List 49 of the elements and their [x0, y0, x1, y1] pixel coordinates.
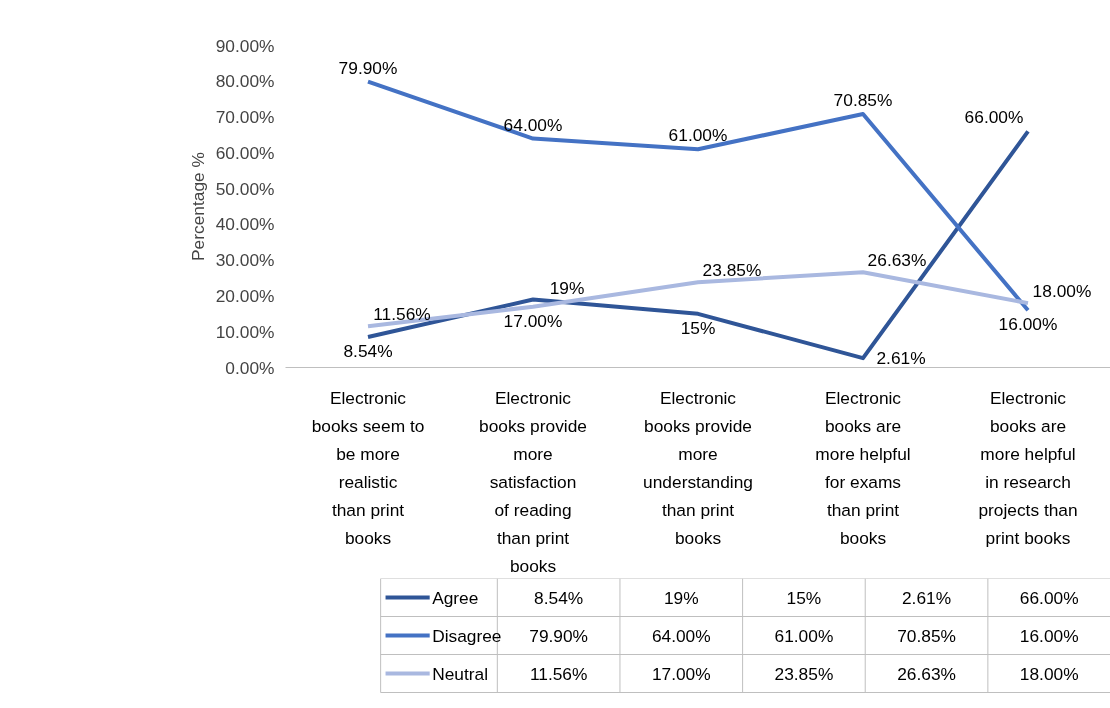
data-label: 2.61% — [876, 348, 926, 369]
text: 23.85% — [774, 663, 834, 684]
data-label: 18.00% — [1032, 281, 1092, 302]
y-tick-label: 90.00% — [215, 35, 275, 56]
y-tick-label: 40.00% — [215, 214, 275, 235]
legend-label: Agree — [432, 587, 479, 608]
text: 2.61% — [901, 587, 952, 608]
y-tick-label: 80.00% — [215, 71, 275, 92]
data-label: 66.00% — [964, 107, 1024, 128]
data-label: 19% — [549, 277, 585, 298]
y-tick-label: 60.00% — [215, 142, 275, 163]
data-label: 17.00% — [503, 310, 563, 331]
x-tick-label: Electronic books provide more satisfaction of reading than print books — [479, 387, 587, 576]
text: 8.54% — [534, 587, 584, 608]
text: 64.00% — [651, 625, 711, 646]
y-tick-label: 30.00% — [215, 250, 275, 271]
text: 66.00% — [1019, 587, 1079, 608]
data-label: 61.00% — [668, 125, 728, 146]
data-label: 23.85% — [702, 260, 762, 281]
data-label: 79.90% — [338, 57, 398, 78]
text: 19% — [663, 587, 699, 608]
legend-label: Disagree — [432, 625, 502, 646]
data-label: 8.54% — [343, 340, 393, 361]
x-tick-label: Electronic books are more helpful in research projects than print books — [978, 387, 1078, 548]
data-label: 64.00% — [503, 114, 563, 135]
legend-label: Neutral — [432, 663, 489, 684]
y-axis-title: Percentage % — [187, 152, 208, 261]
text: 18.00% — [1019, 663, 1079, 684]
data-label: 15% — [680, 317, 716, 338]
data-label: 70.85% — [833, 90, 893, 111]
text: 26.63% — [897, 663, 956, 684]
data-label: 26.63% — [867, 250, 927, 271]
y-tick-label: 50.00% — [215, 178, 275, 199]
data-label: 16.00% — [998, 314, 1058, 335]
x-tick-label: Electronic books provide more understanding than print books — [643, 387, 753, 548]
text: 16.00% — [1019, 625, 1079, 646]
text: 79.90% — [529, 625, 589, 646]
text: 11.56% — [529, 663, 588, 684]
y-tick-label: 70.00% — [215, 107, 275, 128]
text: 17.00% — [651, 663, 711, 684]
y-tick-label: 20.00% — [215, 285, 275, 306]
data-label: 11.56% — [373, 304, 431, 325]
x-tick-label: Electronic books are more helpful for exams than print books — [815, 387, 911, 548]
y-tick-label: 0.00% — [225, 357, 275, 378]
x-tick-label: Electronic books seem to be more realistic than print books — [311, 387, 425, 548]
text: 15% — [786, 587, 822, 608]
text: 70.85% — [897, 625, 956, 646]
y-tick-label: 10.00% — [215, 321, 275, 342]
text: 61.00% — [774, 625, 834, 646]
